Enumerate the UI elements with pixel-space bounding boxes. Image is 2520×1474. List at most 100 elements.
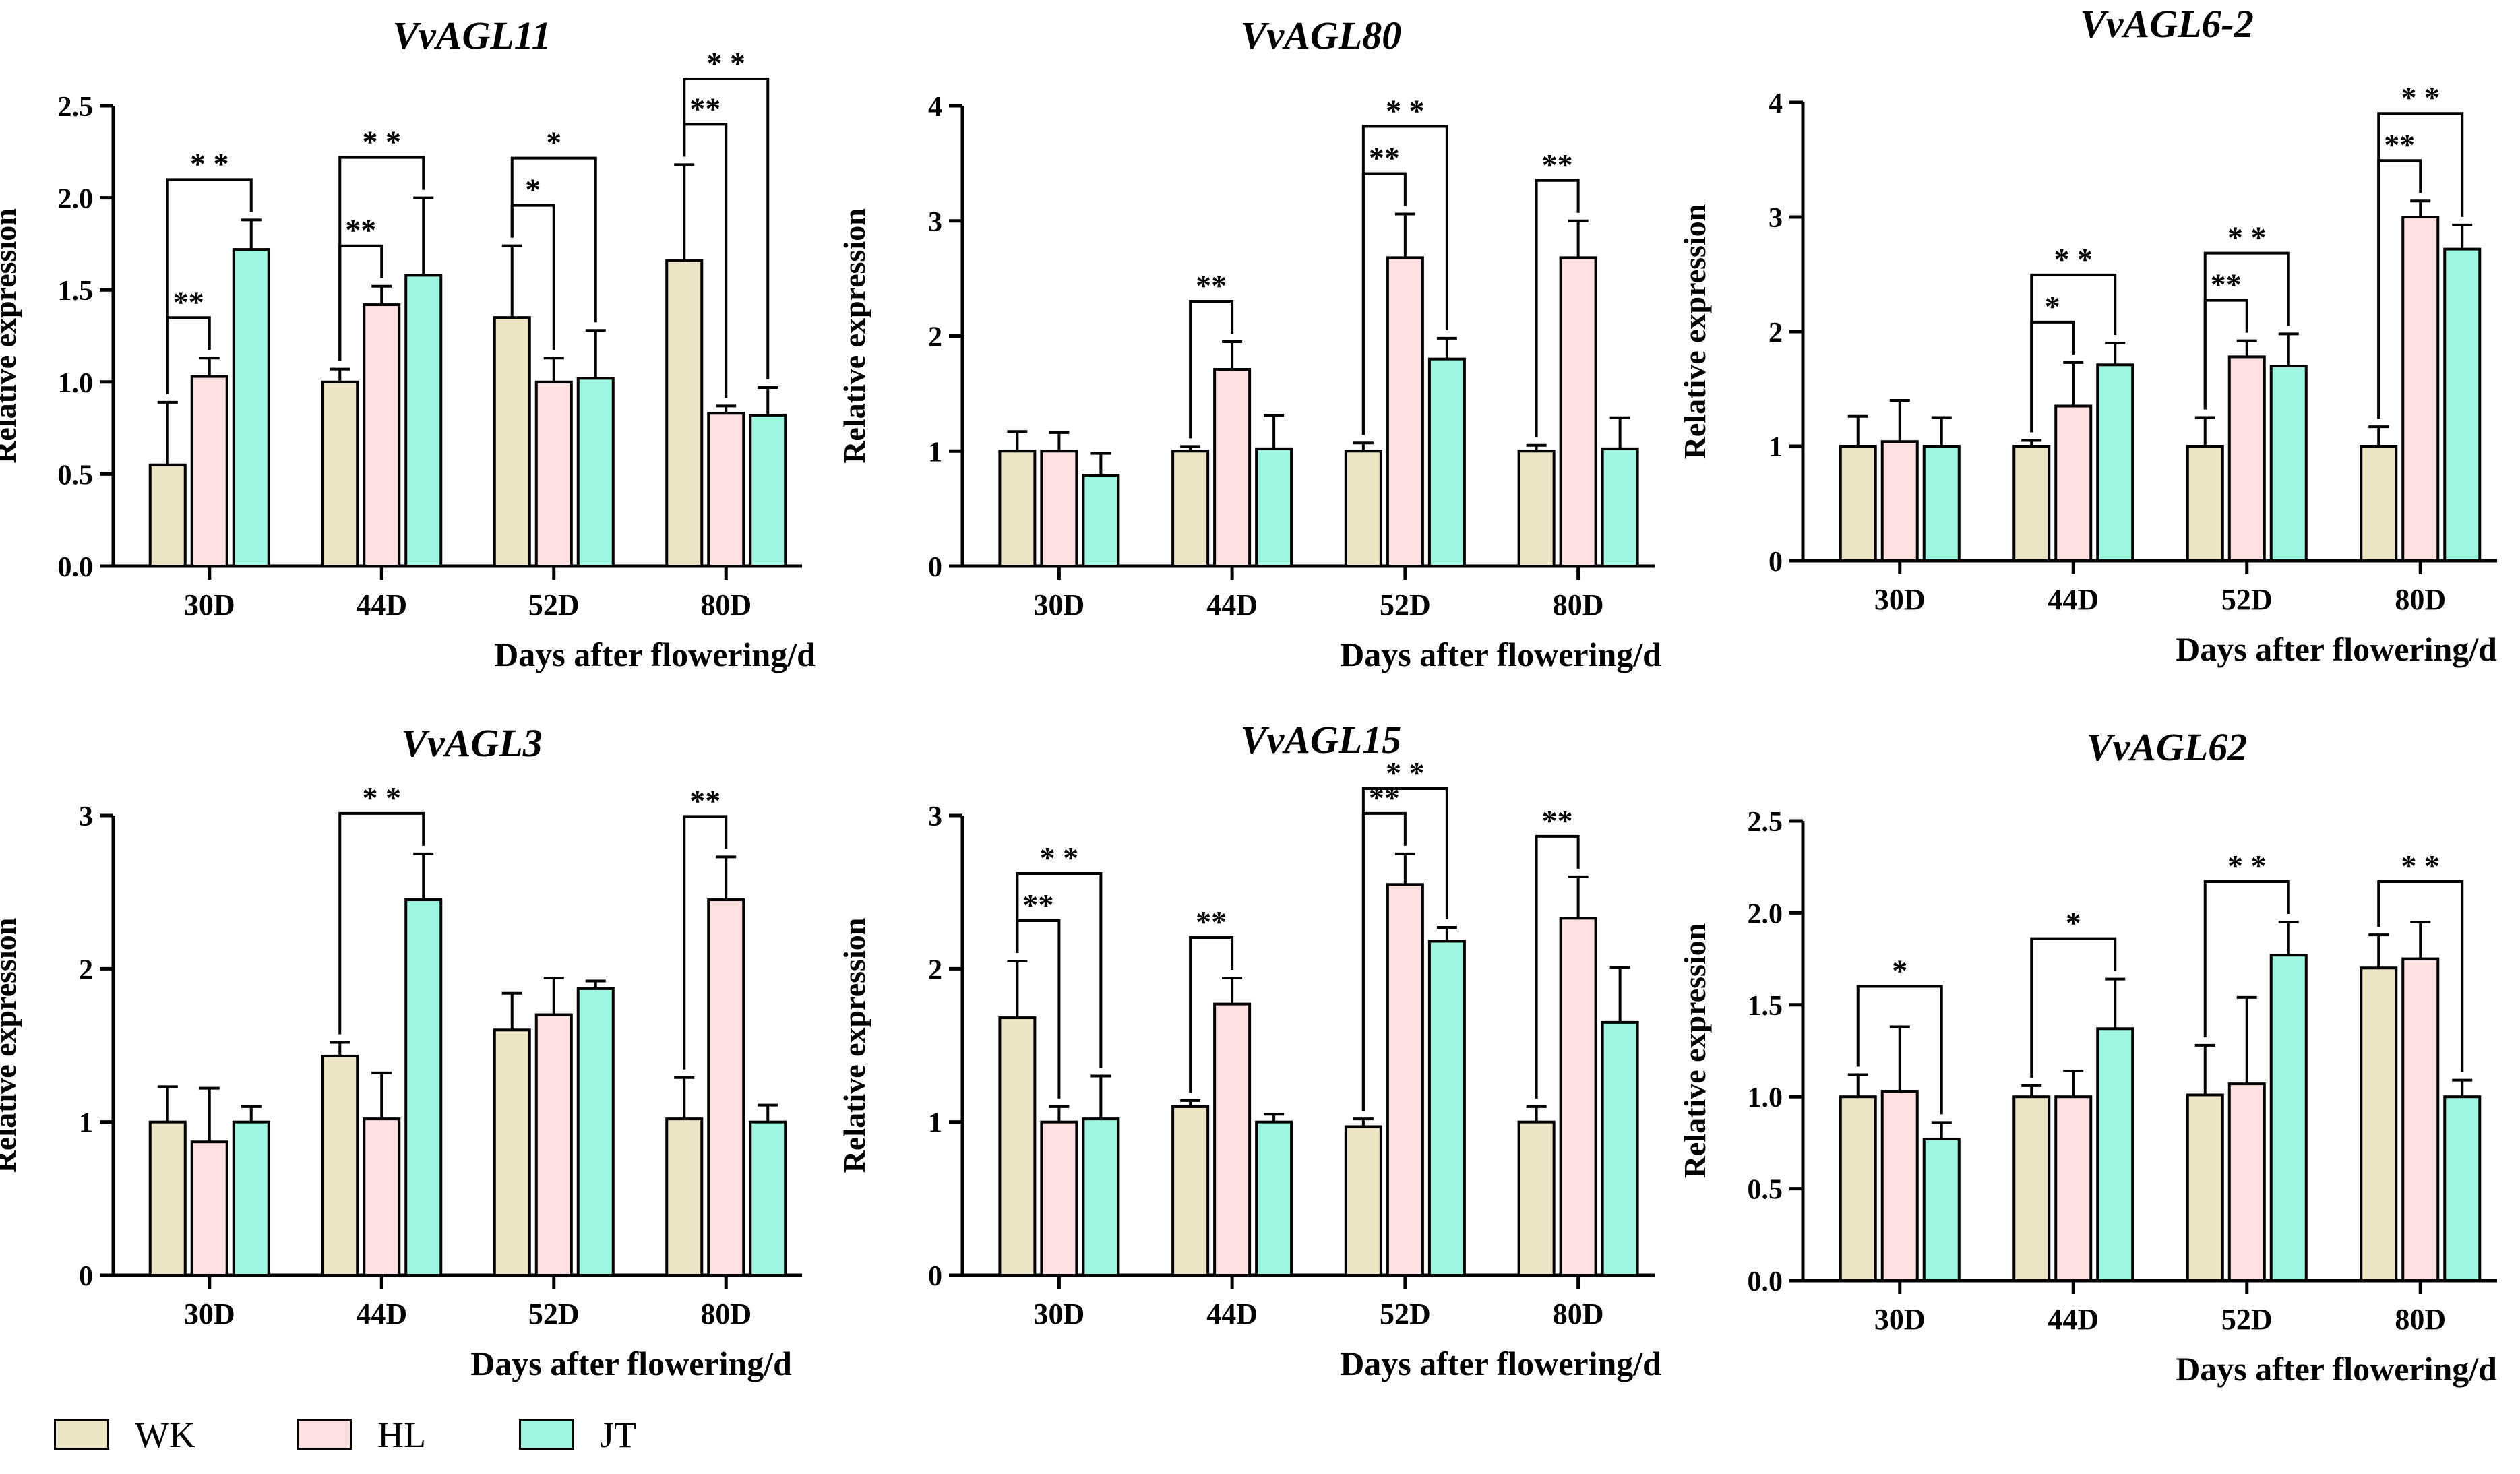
significance-bracket (1535, 834, 1580, 1099)
x-tick-label: 80D (1553, 588, 1604, 621)
y-tick-label: 2.0 (58, 184, 94, 215)
y-tick-label: 1 (1769, 432, 1783, 463)
x-tick-label: 44D (2048, 1303, 2099, 1336)
x-tick-label: 52D (1380, 1297, 1431, 1330)
bar-wk-44d (321, 1054, 359, 1277)
significance-bracket (2377, 112, 2464, 419)
y-axis-title: Relative expression (0, 208, 22, 464)
bar-wk-52d (2186, 1093, 2224, 1283)
y-tick-label: 2 (1769, 317, 1783, 348)
significance-bracket (683, 78, 770, 379)
bar-jt-30d (1922, 1137, 1961, 1282)
significance-marker: ** (1542, 803, 1573, 838)
significance-marker: ** (1022, 888, 1053, 922)
y-axis-title: Relative expression (1678, 923, 1712, 1179)
y-tick-label: 0.0 (58, 552, 94, 583)
x-tick-label: 30D (1033, 1297, 1084, 1330)
y-tick-label: 0.0 (1748, 1266, 1783, 1297)
significance-marker: ** (1369, 780, 1400, 815)
x-tick-label: 44D (1206, 1297, 1258, 1330)
x-tick-label: 52D (2221, 1303, 2273, 1336)
bar-hl-52d (2227, 1082, 2266, 1282)
bar-jt-44d (2096, 363, 2134, 562)
significance-bracket (2203, 880, 2290, 1037)
bar-jt-80d (1601, 447, 1639, 568)
x-tick-label: 30D (1033, 588, 1084, 621)
y-tick-label: 1.0 (1748, 1082, 1783, 1113)
x-axis-title: Days after flowering/d (1340, 1345, 1661, 1382)
y-tick-label: 4 (1769, 88, 1783, 119)
bar-wk-44d (1171, 450, 1210, 567)
x-tick-label: 80D (2395, 1303, 2446, 1336)
significance-marker: * * (363, 125, 402, 159)
significance-marker: * * (2227, 849, 2267, 883)
y-tick-label: 1 (79, 1108, 93, 1139)
significance-marker: ** (1196, 904, 1227, 939)
y-tick-label: 1.0 (58, 368, 94, 399)
bar-jt-52d (2269, 954, 2308, 1283)
x-axis-title: Days after flowering/d (2176, 630, 2497, 668)
y-tick-label: 0 (79, 1261, 93, 1292)
panel-vvagl15: VvAGL15 0 1 2 3 Relative expression Days after… (837, 718, 1661, 1382)
chart-title: VvAGL80 (1241, 13, 1401, 57)
significance-marker: * * (1386, 94, 1425, 128)
y-tick-label: 1.5 (1748, 991, 1783, 1022)
y-tick-label: 2 (928, 954, 942, 985)
panel-vvagl11: VvAGL11 0.0 0.5 1.0 1.5 2.0 2.5 Relative expres… (0, 13, 816, 673)
panel-vvagl80: VvAGL80 0 1 2 3 4 Relative expression Days afte… (837, 13, 1661, 673)
bar-hl-80d (707, 898, 745, 1277)
chart-title: VvAGL62 (2087, 725, 2247, 769)
bar-wk-30d (1839, 445, 1877, 562)
x-tick-label: 30D (184, 588, 235, 621)
bar-hl-44d (363, 1117, 401, 1277)
y-tick-label: 3 (928, 207, 942, 238)
bar-jt-30d (232, 1120, 270, 1277)
y-tick-label: 2.5 (58, 92, 94, 123)
bar-hl-44d (1213, 1002, 1252, 1277)
bar-hl-52d (2227, 355, 2266, 563)
bar-wk-80d (1517, 1120, 1556, 1277)
x-tick-label: 44D (2048, 583, 2099, 616)
bar-jt-44d (404, 898, 443, 1277)
significance-bracket (2030, 273, 2117, 433)
x-tick-label: 44D (356, 588, 407, 621)
y-axis-title: Relative expression (837, 208, 871, 464)
significance-marker: * (2045, 289, 2060, 324)
x-tick-label: 80D (700, 588, 751, 621)
bar-hl-30d (1040, 450, 1078, 567)
y-tick-label: 0.5 (58, 460, 94, 491)
x-tick-label: 52D (1380, 588, 1431, 621)
y-tick-label: 3 (79, 801, 93, 832)
significance-marker: ** (345, 213, 376, 247)
significance-bracket (1361, 787, 1448, 1111)
bar-wk-52d (1344, 450, 1382, 567)
bar-wk-44d (1171, 1105, 1210, 1277)
bar-wk-30d (148, 1120, 187, 1277)
bar-jt-30d (1082, 474, 1120, 567)
significance-bracket (338, 811, 425, 1035)
significance-marker: * (1892, 954, 1907, 988)
y-tick-label: 2.5 (1748, 807, 1783, 838)
x-tick-label: 30D (1874, 583, 1926, 616)
bar-wk-52d (2186, 445, 2224, 562)
significance-marker: * * (1040, 840, 1079, 875)
significance-bracket (1856, 985, 1943, 1115)
x-tick-label: 52D (2221, 583, 2273, 616)
y-tick-label: 0 (1769, 547, 1783, 578)
x-tick-label: 52D (528, 588, 580, 621)
bar-wk-44d (321, 380, 359, 567)
bar-hl-80d (707, 412, 745, 568)
bar-jt-30d (1922, 445, 1961, 562)
significance-marker: * * (190, 146, 229, 181)
bar-wk-80d (665, 259, 704, 567)
x-tick-label: 44D (1206, 588, 1258, 621)
bar-wk-44d (2012, 445, 2051, 562)
significance-bracket (166, 178, 253, 394)
bar-jt-80d (749, 413, 787, 568)
bar-hl-30d (190, 1140, 228, 1277)
bar-wk-44d (2012, 1095, 2051, 1282)
bar-jt-44d (2096, 1027, 2134, 1283)
significance-marker: ** (1542, 148, 1573, 182)
bar-wk-30d (998, 1016, 1037, 1277)
significance-bracket (1189, 300, 1234, 439)
